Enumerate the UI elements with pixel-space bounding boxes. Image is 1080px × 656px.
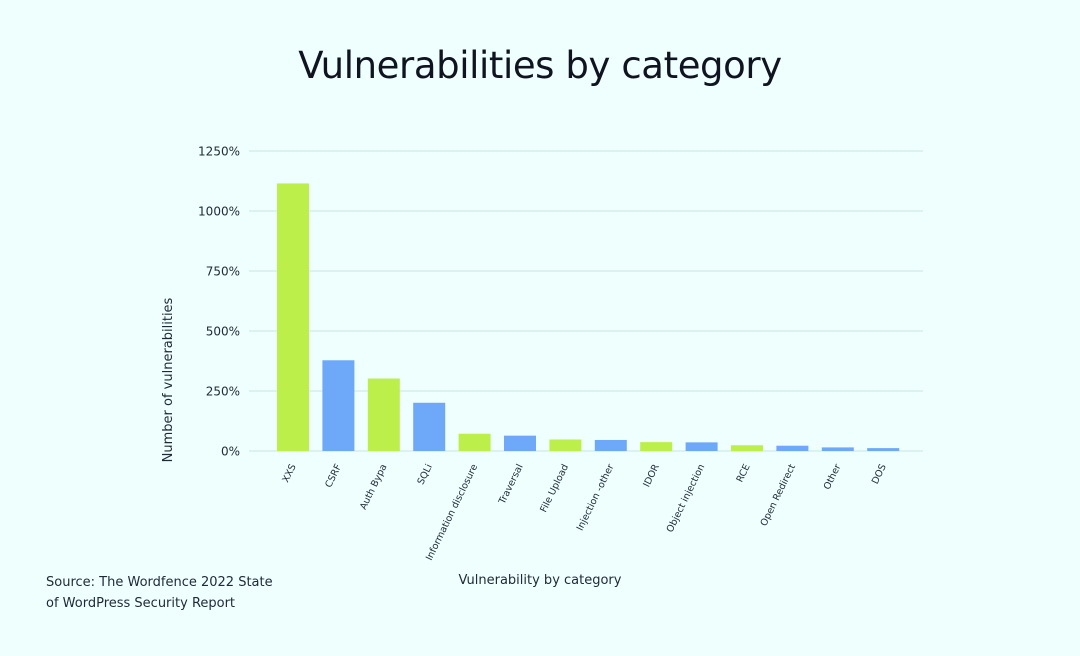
x-tick-label: RCE bbox=[735, 462, 753, 484]
bar-rce bbox=[731, 445, 763, 451]
bar-injection-other bbox=[594, 439, 627, 451]
bar-xxs bbox=[277, 183, 309, 451]
gridlines bbox=[249, 150, 923, 452]
x-tick-label: DOS bbox=[870, 462, 889, 486]
x-tick-label: Object injection bbox=[665, 462, 708, 534]
bar-other bbox=[821, 447, 854, 451]
bar-dos bbox=[867, 448, 900, 451]
x-tick-label: Other bbox=[822, 462, 844, 491]
bar-object-injection bbox=[685, 442, 718, 451]
x-tick-label: Injection -other bbox=[575, 462, 617, 532]
chart-title: Vulnerabilities by category bbox=[298, 44, 782, 87]
y-tick-label: 500% bbox=[206, 325, 240, 339]
x-tick-label: XXS bbox=[280, 462, 298, 484]
y-tick-label: 1000% bbox=[198, 205, 240, 219]
source-note-line-2: of WordPress Security Report bbox=[46, 596, 236, 611]
bar-open-redirect bbox=[776, 445, 809, 451]
x-tick-label: SQLi bbox=[416, 462, 435, 486]
x-tick-label: CSRF bbox=[323, 462, 344, 489]
y-tick-label: 250% bbox=[206, 385, 240, 399]
bar-csrf bbox=[322, 360, 355, 451]
y-axis-tick-labels: 0% 250% 500% 750% 1000% 1250% bbox=[198, 145, 240, 459]
bars bbox=[277, 183, 900, 451]
y-tick-label: 0% bbox=[221, 445, 240, 459]
x-tick-label: Open Redirect bbox=[759, 462, 799, 528]
x-tick-label: Information disclosure bbox=[424, 462, 480, 562]
x-tick-label: Auth Bypa bbox=[358, 462, 389, 511]
bar-information-disclosure bbox=[458, 433, 491, 451]
bar-file-upload bbox=[549, 439, 582, 451]
source-note-line-1: Source: The Wordfence 2022 State bbox=[46, 575, 273, 590]
y-tick-label: 750% bbox=[206, 265, 240, 279]
bar-idor bbox=[640, 442, 673, 451]
x-axis-title: Vulnerability by category bbox=[458, 573, 622, 588]
x-tick-label: Traversal bbox=[497, 462, 526, 506]
y-tick-label: 1250% bbox=[198, 145, 240, 159]
bar-sqli bbox=[413, 402, 446, 451]
y-axis-title: Number of vulnerabilities bbox=[161, 297, 176, 462]
bar-auth-bypa bbox=[367, 378, 400, 451]
x-tick-label: File Upload bbox=[538, 462, 571, 514]
x-tick-label: IDOR bbox=[641, 462, 662, 489]
bar-traversal bbox=[504, 435, 536, 451]
